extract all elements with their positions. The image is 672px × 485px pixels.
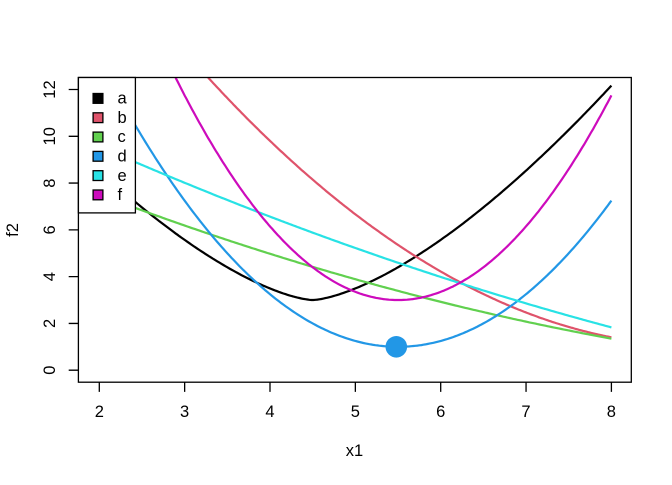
svg-text:2: 2 xyxy=(41,319,59,328)
svg-text:4: 4 xyxy=(41,272,59,281)
svg-text:f2: f2 xyxy=(4,223,22,237)
svg-text:6: 6 xyxy=(436,403,445,421)
svg-text:6: 6 xyxy=(41,225,59,234)
svg-text:c: c xyxy=(118,128,126,146)
svg-text:4: 4 xyxy=(265,403,274,421)
svg-text:e: e xyxy=(118,167,127,185)
svg-text:8: 8 xyxy=(607,403,616,421)
svg-text:x1: x1 xyxy=(346,442,363,460)
svg-text:5: 5 xyxy=(351,403,360,421)
svg-text:12: 12 xyxy=(41,80,59,98)
svg-text:d: d xyxy=(118,148,127,166)
svg-text:2: 2 xyxy=(95,403,104,421)
svg-text:f: f xyxy=(118,186,123,204)
svg-text:3: 3 xyxy=(180,403,189,421)
svg-text:b: b xyxy=(118,109,127,127)
svg-text:7: 7 xyxy=(521,403,530,421)
svg-text:10: 10 xyxy=(41,127,59,145)
svg-text:a: a xyxy=(118,90,128,108)
svg-text:8: 8 xyxy=(41,179,59,188)
svg-text:0: 0 xyxy=(41,366,59,375)
